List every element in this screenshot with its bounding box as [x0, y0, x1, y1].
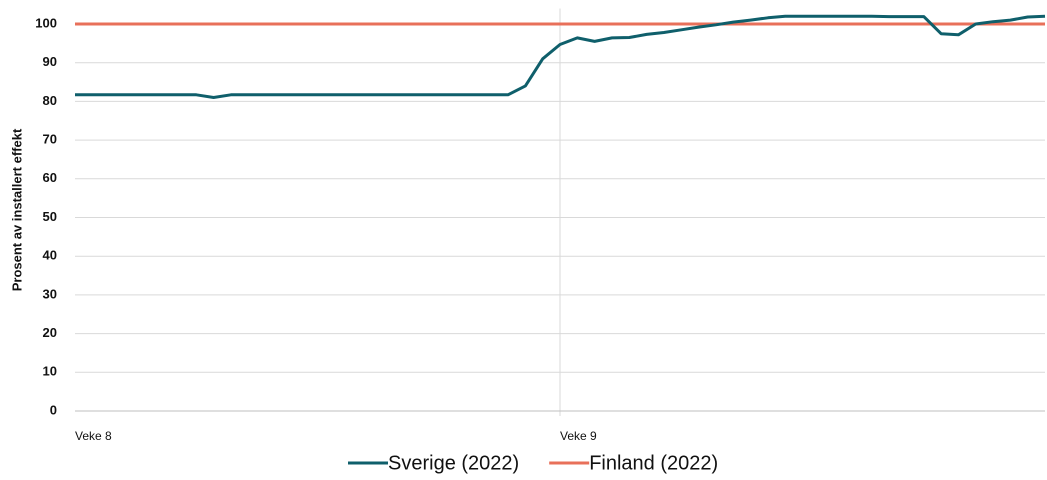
series-line — [75, 14, 1046, 99]
y-tick-label: 80 — [43, 93, 57, 108]
y-tick-label: 100 — [35, 15, 57, 30]
y-tick-label: 20 — [43, 325, 57, 340]
legend-label: Finland (2022) — [589, 452, 718, 474]
y-tick-label: 50 — [43, 209, 57, 224]
y-tick-label: 70 — [43, 132, 57, 147]
y-tick-label: 40 — [43, 248, 57, 263]
x-tick-label: Veke 9 — [560, 429, 597, 443]
y-tick-label: 30 — [43, 286, 57, 301]
y-axis-label: Prosent av installert effekt — [9, 128, 24, 291]
y-tick-label: 90 — [43, 54, 57, 69]
y-tick-label: 0 — [50, 402, 57, 417]
x-tick-label: Veke 8 — [75, 429, 112, 443]
y-tick-label: 60 — [43, 170, 57, 185]
legend-label: Sverige (2022) — [388, 452, 519, 474]
y-tick-label: 10 — [43, 364, 57, 379]
